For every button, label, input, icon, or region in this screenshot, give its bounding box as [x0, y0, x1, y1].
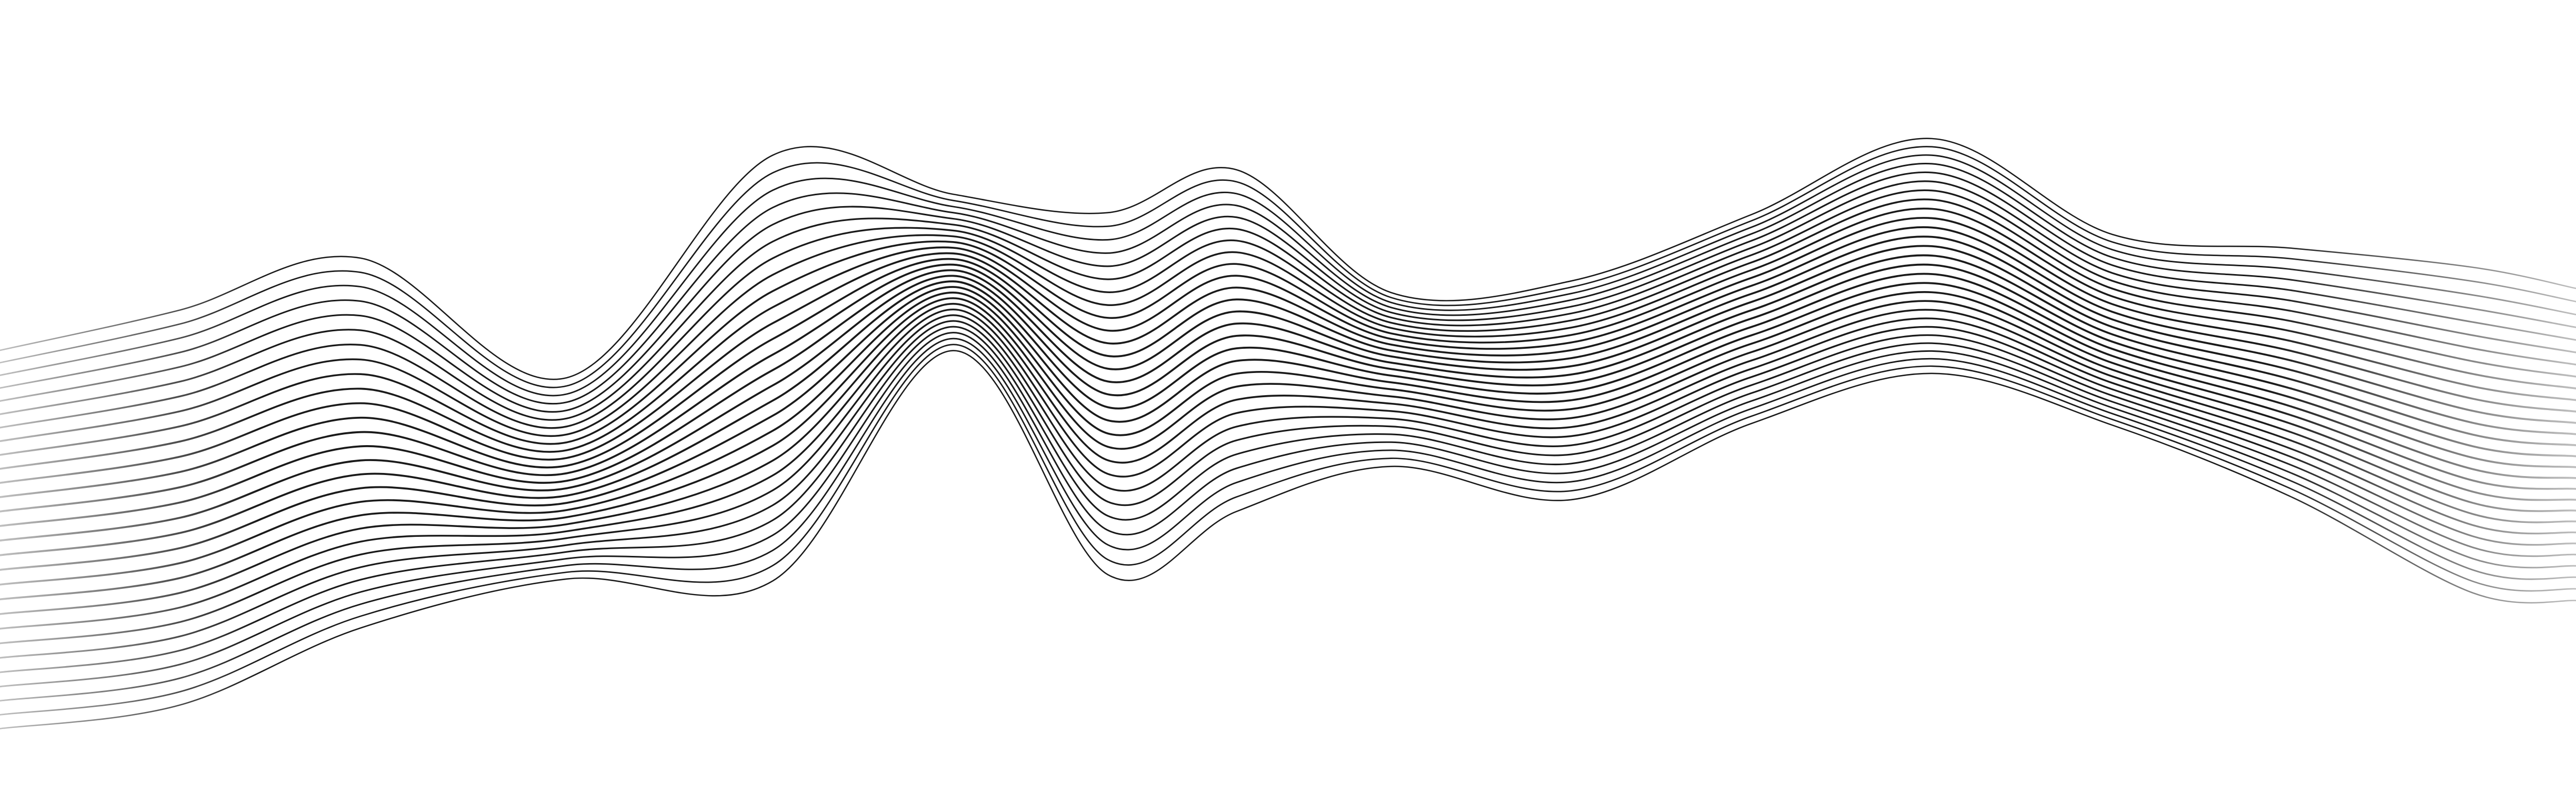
- wave-line: [0, 154, 2576, 397]
- wave-line: [0, 245, 2576, 513]
- wave-line: [0, 254, 2576, 527]
- wave-line: [0, 344, 2576, 716]
- wave-line: [0, 226, 2576, 484]
- wave-line: [0, 171, 2576, 413]
- wave-line: [0, 208, 2576, 456]
- wave-line: [0, 217, 2576, 470]
- wave-line: [0, 308, 2576, 630]
- wave-line: [0, 291, 2576, 586]
- wave-line: [0, 235, 2576, 498]
- wave-line: [0, 314, 2576, 645]
- wave-line: [0, 332, 2576, 688]
- wave-line: [0, 146, 2576, 388]
- wave-line: [0, 180, 2576, 421]
- wave-line: [0, 320, 2576, 659]
- wave-line: [0, 337, 2576, 702]
- wave-line: [0, 198, 2576, 443]
- wave-line-group: [0, 138, 2576, 730]
- wave-line: [0, 189, 2576, 429]
- wave-line: [0, 138, 2576, 380]
- wave-line: [0, 326, 2576, 673]
- wave-line: [0, 163, 2576, 404]
- wave-line: [0, 273, 2576, 556]
- wave-line: [0, 282, 2576, 571]
- wave-line: [0, 263, 2576, 542]
- wave-line: [0, 302, 2576, 615]
- wave-line: [0, 297, 2576, 601]
- wave-line: [0, 350, 2576, 730]
